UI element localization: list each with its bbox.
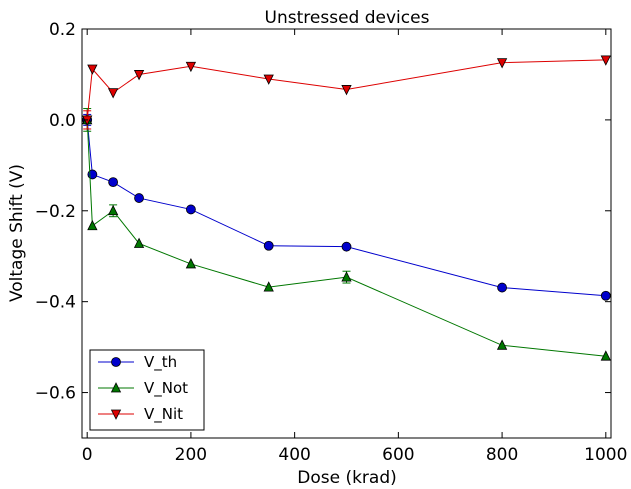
y-tick-label: 0.0 — [49, 111, 76, 131]
data-point-v-nit — [600, 55, 611, 66]
legend-box — [89, 349, 205, 431]
legend-marker-v-nit — [110, 409, 122, 420]
data-point-v-th — [497, 282, 507, 293]
data-point-v-not — [107, 204, 119, 216]
data-point-v-nit — [87, 64, 98, 75]
data-point-v-th — [263, 240, 274, 251]
x-tick-label: 800 — [486, 445, 518, 465]
x-tick-label: 200 — [175, 445, 207, 465]
x-axis-label: Dose (krad) — [297, 468, 397, 488]
series-layer — [82, 55, 611, 361]
y-axis-label: Voltage Shift (V) — [7, 164, 27, 302]
data-point-v-not — [263, 281, 274, 292]
data-point-v-nit — [185, 61, 197, 73]
data-point-v-th — [108, 177, 119, 188]
data-point-v-nit — [107, 88, 119, 99]
data-point-v-not — [87, 219, 98, 231]
data-point-v-nit — [341, 85, 352, 96]
plot-frame — [81, 28, 612, 439]
data-point-v-th — [186, 204, 196, 215]
y-tick-label: −0.2 — [35, 202, 76, 222]
legend-marker-v-th — [111, 357, 121, 367]
data-point-v-nit — [496, 58, 508, 69]
data-point-v-not — [185, 258, 197, 269]
data-point-v-not — [600, 350, 611, 361]
x-tick-label: 400 — [278, 445, 310, 465]
legend-marker-v-not — [110, 382, 122, 393]
legend: V_th V_Not V_Nit — [89, 349, 205, 431]
data-point-v-not — [496, 339, 508, 350]
series-line-v-th — [86, 119, 606, 297]
y-tick-label: −0.6 — [35, 384, 76, 404]
legend-label-v-nit: V_Nit — [144, 405, 183, 424]
chart-title: Unstressed devices — [265, 8, 430, 28]
data-point-v-th — [600, 290, 611, 301]
ticks-layer: 0 200 400 600 800 1000 0.2 0.0 −0.2 −0.4 −0.6 — [35, 20, 628, 465]
data-point-v-not — [133, 237, 145, 248]
data-point-v-nit — [133, 70, 145, 81]
x-tick-label: 0 — [82, 445, 93, 465]
x-tick-label: 1000 — [584, 445, 627, 465]
legend-label-v-th: V_th — [144, 353, 177, 372]
data-point-v-th — [134, 193, 144, 203]
data-point-v-not — [341, 271, 352, 282]
x-tick-label: 600 — [382, 445, 414, 465]
data-point-v-th — [341, 241, 352, 252]
legend-label-v-not: V_Not — [144, 379, 188, 398]
data-point-v-nit — [263, 74, 274, 85]
series-line-v-not — [86, 119, 606, 357]
y-tick-label: −0.4 — [35, 293, 76, 313]
y-tick-label: 0.2 — [49, 20, 76, 40]
